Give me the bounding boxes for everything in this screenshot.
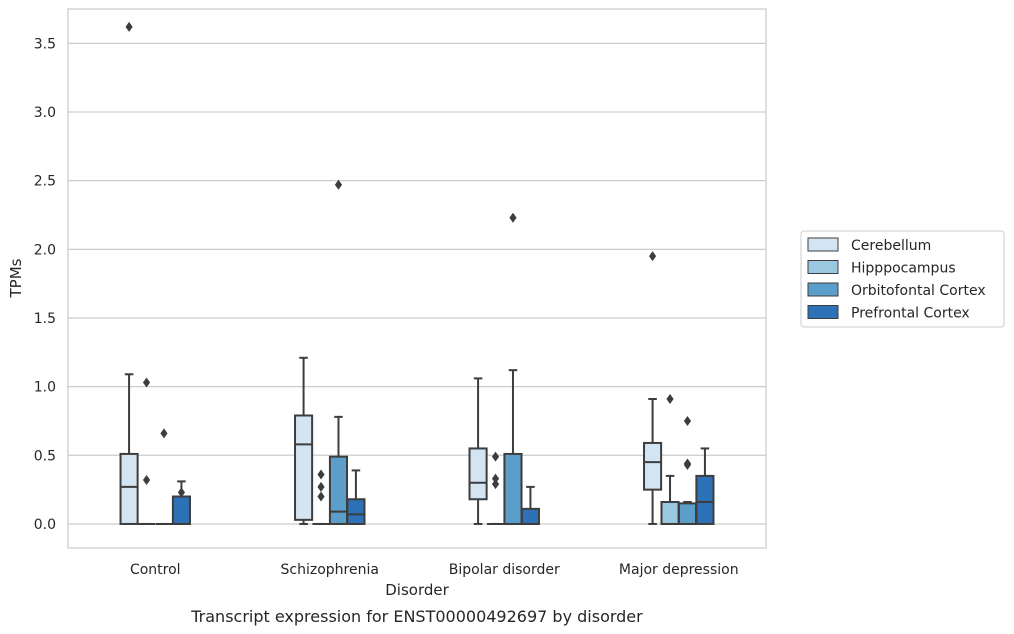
outlier-point: [142, 377, 151, 388]
outlier-point: [142, 475, 151, 486]
y-tick-label: 3.5: [34, 36, 56, 52]
y-tick-label: 2.0: [34, 242, 56, 258]
x-axis-label: Disorder: [385, 581, 449, 599]
outlier-point: [648, 251, 657, 262]
legend-item: Cerebellum: [807, 237, 931, 254]
plot-frame: [67, 8, 767, 549]
box-group: [294, 179, 366, 525]
x-tick-labels: Control Schizophrenia Bipolar disorder Majo…: [130, 562, 739, 578]
box-plot: [503, 212, 523, 525]
outlier-point: [317, 469, 325, 480]
box-plot: [677, 415, 698, 525]
outlier-point: [491, 473, 500, 484]
y-tick-label: 1.5: [34, 311, 56, 327]
y-tick-label: 0.5: [34, 448, 56, 464]
box-plot: [312, 469, 330, 525]
box: [328, 455, 349, 525]
box-plot: [695, 447, 715, 525]
x-tick-label: Bipolar disorder: [449, 562, 560, 578]
y-tick-label: 1.0: [34, 380, 56, 396]
outlier-point: [317, 491, 325, 502]
outlier-point: [334, 179, 343, 190]
box-plot: [328, 179, 349, 525]
box: [171, 495, 191, 525]
box: [643, 441, 663, 491]
box-group: [643, 251, 715, 525]
box-plot: [520, 485, 540, 525]
legend-item: Orbitofontal Cortex: [807, 282, 986, 299]
box-plot: [171, 480, 191, 525]
outlier-point: [683, 415, 692, 426]
box: [119, 452, 139, 525]
box: [520, 507, 540, 525]
x-tick-label: Control: [130, 562, 181, 578]
box-plot: [155, 428, 173, 525]
outlier-point: [683, 459, 692, 470]
box: [294, 414, 314, 521]
legend-swatch: [807, 305, 839, 319]
box-plot: [346, 469, 366, 525]
outlier-point: [666, 394, 674, 405]
y-tick-label: 2.5: [34, 174, 56, 190]
box: [468, 447, 488, 501]
legend-label: Hipppocampus: [851, 261, 956, 277]
outlier-point: [177, 487, 186, 498]
outlier-point: [509, 212, 517, 223]
x-tick-label: Schizophrenia: [281, 562, 379, 578]
legend-label: Orbitofontal Cortex: [851, 283, 986, 299]
box-plot: [486, 451, 505, 525]
outlier-point: [125, 21, 133, 32]
y-tick-label: 0.0: [34, 517, 56, 533]
box: [695, 474, 715, 525]
box: [346, 498, 366, 525]
box-group: [119, 21, 191, 525]
box-plot: [643, 251, 663, 525]
y-tick-label: 3.0: [34, 105, 56, 121]
box-group: [468, 212, 540, 525]
legend-item: Hipppocampus: [807, 260, 956, 277]
legend-label: Prefrontal Cortex: [851, 306, 970, 322]
y-tick-labels: 0.0 0.5 1.0 1.5 2.0 2.5 3.0 3.5: [34, 36, 56, 533]
legend-swatch: [807, 260, 839, 274]
outlier-point: [491, 479, 500, 490]
chart-caption: Transcript expression for ENST0000049269…: [190, 607, 643, 626]
box-groups: [119, 21, 715, 525]
box-plot: [294, 356, 314, 525]
box-plot: [468, 377, 488, 525]
legend-swatch: [807, 237, 839, 252]
legend-item: Prefrontal Cortex: [807, 305, 970, 322]
legend-frame: [800, 230, 1005, 328]
outlier-point: [491, 451, 500, 462]
legend: Cerebellum Hipppocampus Orbitofontal Corte…: [800, 230, 1005, 328]
legend-swatch: [807, 282, 839, 297]
outlier-point: [317, 481, 325, 492]
box: [660, 500, 680, 525]
box: [503, 452, 523, 525]
legend-label: Cerebellum: [851, 238, 931, 254]
box-plot: [137, 377, 156, 525]
y-axis-label: TPMs: [7, 258, 25, 298]
box-plot: [119, 21, 139, 525]
outlier-point: [160, 428, 168, 439]
x-tick-label: Major depression: [619, 562, 739, 578]
box: [677, 502, 698, 525]
